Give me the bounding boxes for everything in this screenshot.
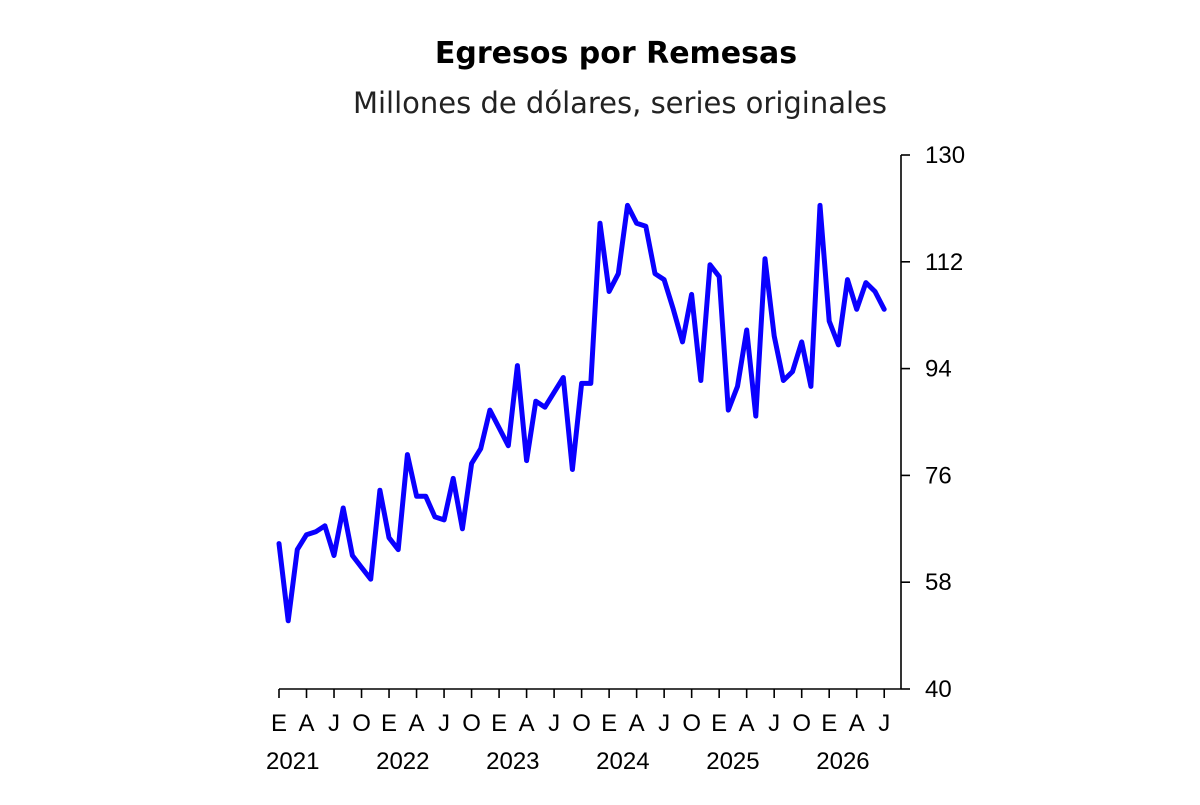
y-tick-label: 40 — [925, 676, 952, 703]
y-tick-label: 130 — [925, 142, 965, 169]
x-tick-label: E — [821, 710, 837, 737]
x-year-label: 2021 — [266, 748, 319, 775]
x-year-label: 2026 — [816, 748, 869, 775]
chart-title: Egresos por Remesas — [435, 36, 797, 71]
x-tick-label: J — [548, 710, 560, 737]
series-layer — [276, 202, 887, 624]
x-year-label: 2022 — [376, 748, 429, 775]
axes — [279, 155, 902, 690]
x-tick-label: E — [711, 710, 727, 737]
x-tick-label: A — [739, 710, 755, 737]
x-tick-label: A — [849, 710, 865, 737]
x-tick-label: A — [299, 710, 315, 737]
series-line — [276, 202, 887, 624]
x-tick-label: O — [682, 710, 701, 737]
x-tick-label: A — [409, 710, 425, 737]
x-tick-label: O — [572, 710, 591, 737]
x-tick-label: J — [878, 710, 890, 737]
x-tick-label: J — [328, 710, 340, 737]
x-tick-label: A — [629, 710, 645, 737]
y-tick-label: 112 — [925, 249, 963, 276]
x-tick-label: O — [352, 710, 371, 737]
x-tick-label: O — [792, 710, 811, 737]
x-tick-label: A — [519, 710, 535, 737]
x-tick-label: J — [438, 710, 450, 737]
x-tick-label: E — [601, 710, 617, 737]
chart-subtitle: Millones de dólares, series originales — [353, 86, 887, 120]
y-tick-label: 58 — [925, 569, 952, 596]
x-year-label: 2024 — [596, 748, 649, 775]
y-tick-label: 94 — [925, 356, 952, 383]
x-tick-label: J — [768, 710, 780, 737]
x-tick-label: O — [462, 710, 481, 737]
x-tick-label: E — [491, 710, 507, 737]
x-tick-label: E — [271, 710, 287, 737]
y-axis-ticks: 40 58 76 94 112 130 — [901, 142, 965, 703]
x-tick-label: J — [658, 710, 670, 737]
x-year-label: 2025 — [706, 748, 759, 775]
y-tick-label: 76 — [925, 462, 952, 489]
x-year-label: 2023 — [486, 748, 539, 775]
x-tick-label: E — [381, 710, 397, 737]
